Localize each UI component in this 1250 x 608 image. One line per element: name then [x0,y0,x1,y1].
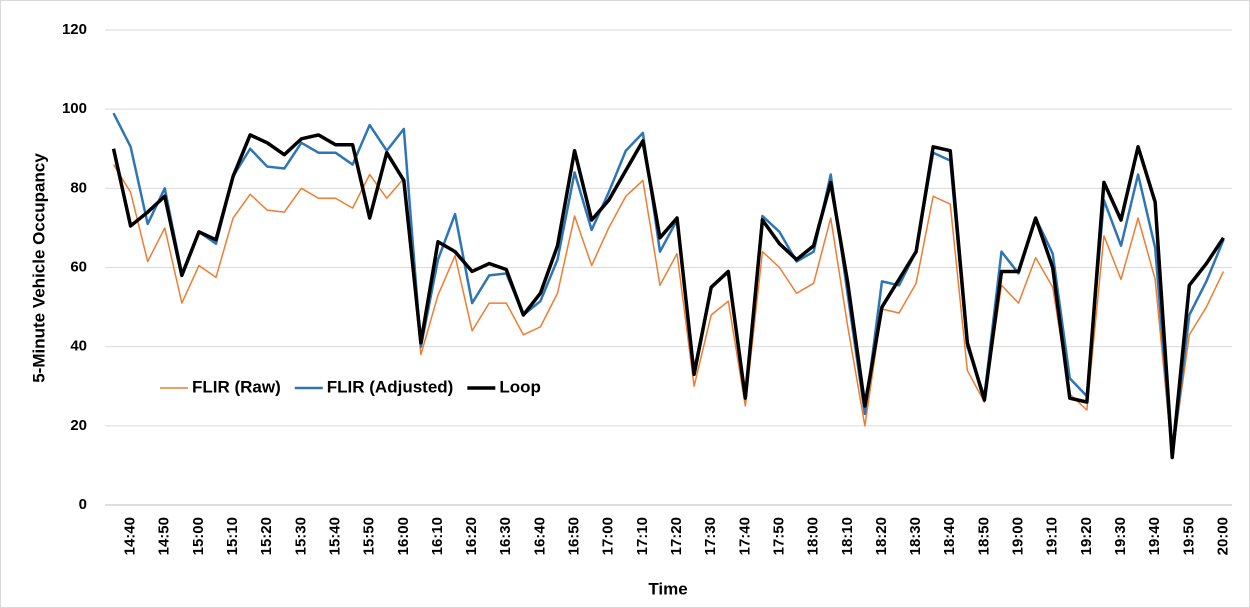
x-tick-label: 17:40 [736,517,753,555]
x-tick-label: 19:30 [1112,517,1129,555]
x-axis-title: Time [648,579,687,598]
x-tick-label: 18:40 [941,517,958,555]
x-tick-label: 18:30 [907,517,924,555]
y-tick-label: 120 [62,21,87,38]
x-tick-label: 14:40 [122,517,139,555]
x-tick-label: 18:50 [975,517,992,555]
x-tick-label: 17:00 [600,517,617,555]
x-tick-label: 19:10 [1044,517,1061,555]
x-tick-label: 16:50 [566,517,583,555]
x-tick-label: 15:20 [258,517,275,555]
legend-label: Loop [499,377,541,396]
x-tick-label: 19:00 [1010,517,1027,555]
x-tick-label: 15:10 [224,517,241,555]
x-tick-label: 16:30 [497,517,514,555]
series-line [111,133,1225,460]
y-tick-label: 80 [70,179,87,196]
x-tick-label: 17:50 [770,517,787,555]
x-tick-label: 14:50 [156,517,173,555]
x-tick-label: 16:40 [531,517,548,555]
x-tick-label: 15:00 [190,517,207,555]
legend-label: FLIR (Raw) [192,377,281,396]
y-tick-label: 40 [70,338,87,355]
x-tick-label: 19:50 [1180,517,1197,555]
x-tick-label: 19:20 [1078,517,1095,555]
x-tick-label: 17:20 [668,517,685,555]
legend-label: FLIR (Adjusted) [327,377,454,396]
x-tick-label: 16:00 [395,517,412,555]
x-tick-label: 20:00 [1214,517,1231,555]
y-tick-label: 20 [70,417,87,434]
y-tick-label: 100 [62,100,87,117]
x-tick-label: 15:50 [361,517,378,555]
y-tick-label: 0 [79,496,87,513]
x-tick-label: 16:20 [463,517,480,555]
x-tick-label: 17:30 [702,517,719,555]
x-tick-label: 17:10 [634,517,651,555]
x-tick-label: 18:10 [839,517,856,555]
x-tick-label: 19:40 [1146,517,1163,555]
x-tick-label: 15:30 [292,517,309,555]
x-tick-label: 18:20 [873,517,890,555]
series-line [112,164,1225,459]
y-tick-label: 60 [70,258,87,275]
x-tick-label: 18:00 [805,517,822,555]
y-axis-title: 5-Minute Vehicle Occupancy [29,153,48,383]
x-tick-label: 15:40 [326,517,343,555]
x-tick-label: 16:10 [429,517,446,555]
